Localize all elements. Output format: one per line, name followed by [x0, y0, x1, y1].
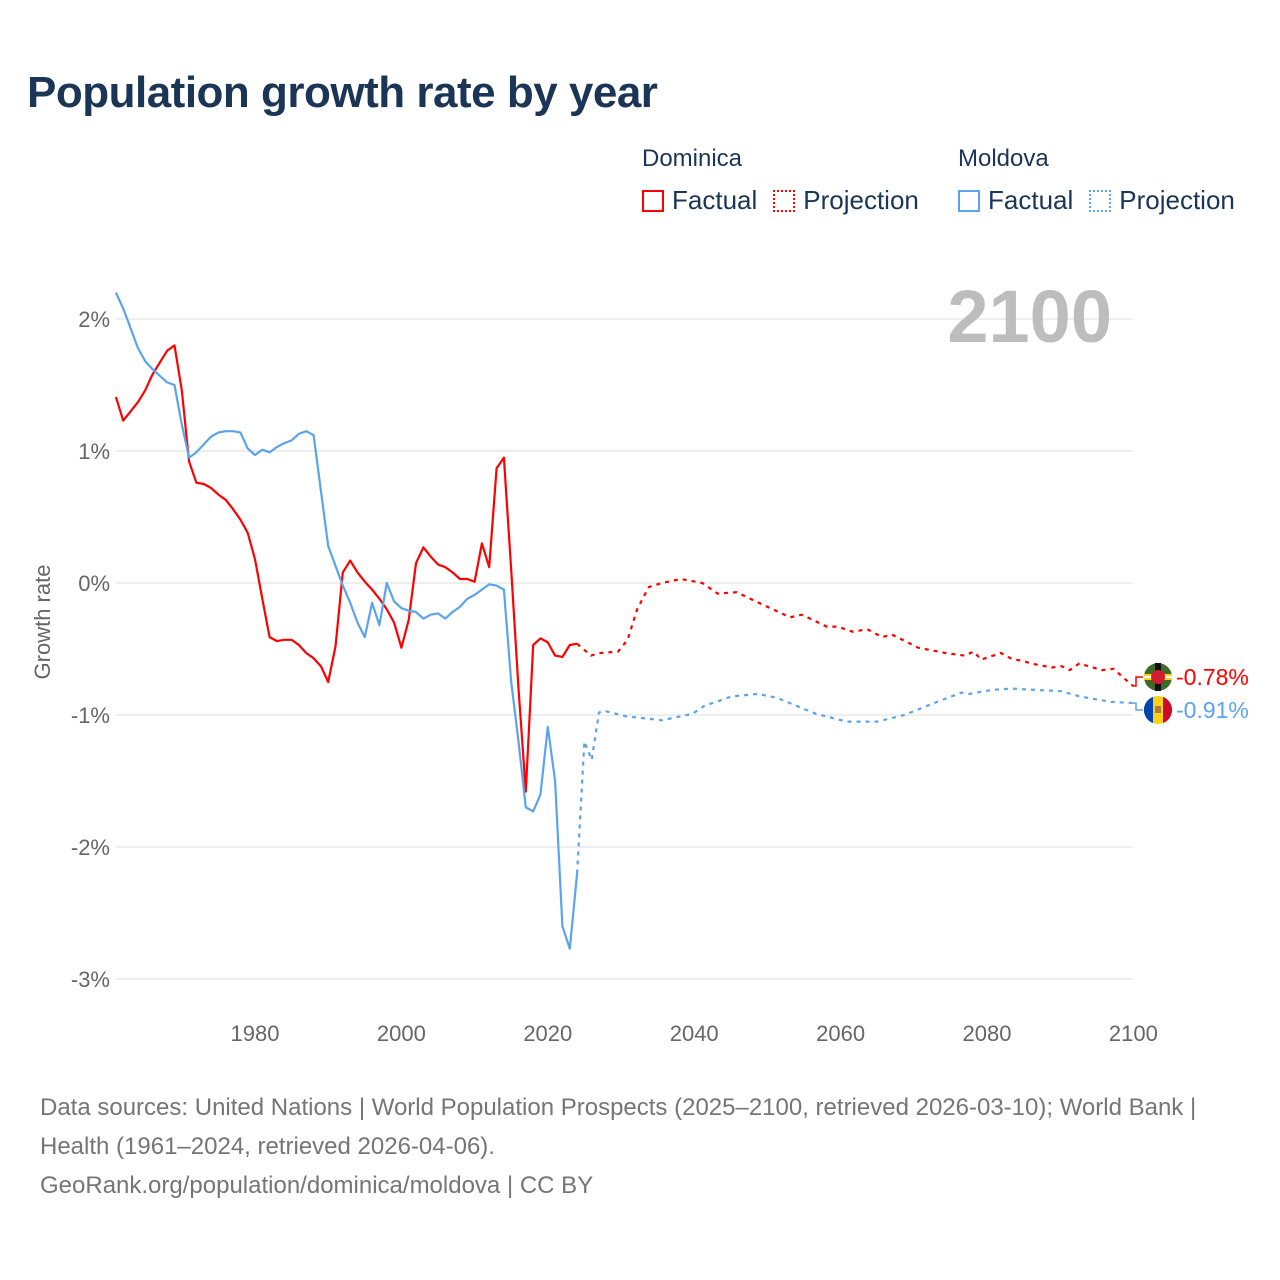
- credit-link[interactable]: GeoRank.org/population/dominica/moldova …: [40, 1172, 594, 1199]
- x-tick-label: 2100: [1109, 1021, 1158, 1046]
- x-tick-label: 2020: [523, 1021, 572, 1046]
- series-line-moldova-factual: [114, 292, 579, 950]
- legend-group-moldova: Moldova Factual Projection: [958, 145, 1251, 216]
- x-tick-label: 2000: [377, 1021, 426, 1046]
- flag-disc: [1151, 670, 1165, 684]
- y-tick-label: 1%: [78, 439, 110, 464]
- series-line-dominica-projection: [576, 577, 1134, 687]
- legend-label: Factual: [672, 185, 758, 215]
- x-tick-label: 2080: [963, 1021, 1012, 1046]
- y-tick-label: 0%: [78, 571, 110, 596]
- y-tick-label: -2%: [71, 835, 110, 860]
- series-line-moldova-projection: [576, 687, 1134, 874]
- solid-swatch-icon: [958, 189, 980, 212]
- legend-label: Projection: [1119, 185, 1235, 215]
- series-line-dominica-factual: [114, 344, 578, 793]
- dominica-flag-icon: [1144, 663, 1172, 691]
- end-connector: [1133, 676, 1143, 687]
- y-tick-label: 2%: [78, 307, 110, 332]
- year-watermark: 2100: [947, 275, 1112, 358]
- chart-plot: 2% 1% 0% -1% -2% -3% 1980 2000 2020 2040 2060 2080 2…: [30, 275, 1249, 1046]
- legend-group-label: Moldova: [958, 145, 1049, 172]
- flag-red: [1163, 696, 1173, 724]
- legend-moldova-factual[interactable]: Factual: [958, 185, 1073, 216]
- flag-emblem: [1155, 706, 1161, 713]
- solid-swatch-icon: [642, 189, 664, 212]
- legend-group-label: Dominica: [642, 145, 743, 172]
- moldova-flag-icon: [1143, 696, 1173, 724]
- x-tick-label: 2060: [816, 1021, 865, 1046]
- end-connector: [1133, 702, 1143, 711]
- legend-label: Projection: [803, 185, 919, 215]
- legend-label: Factual: [988, 185, 1074, 215]
- legend-group-dominica: Dominica Factual Projection: [642, 145, 935, 216]
- y-tick-label: -3%: [71, 967, 110, 992]
- footer: Data sources: United Nations | World Pop…: [40, 1088, 1240, 1205]
- y-axis-label: Growth rate: [30, 565, 55, 680]
- legend-dominica-factual[interactable]: Factual: [642, 185, 757, 216]
- end-value-label: -0.78%: [1176, 664, 1249, 690]
- legend-dominica-projection[interactable]: Projection: [773, 185, 919, 216]
- x-tick-label: 1980: [231, 1021, 280, 1046]
- end-value-label: -0.91%: [1176, 697, 1249, 723]
- y-tick-label: -1%: [71, 703, 110, 728]
- legend-moldova-projection[interactable]: Projection: [1089, 185, 1235, 216]
- x-tick-label: 2040: [670, 1021, 719, 1046]
- flag-blue: [1143, 696, 1153, 724]
- data-sources: Data sources: United Nations | World Pop…: [40, 1094, 1197, 1160]
- dotted-swatch-icon: [773, 189, 796, 212]
- chart-title: Population growth rate by year: [27, 68, 658, 117]
- dotted-swatch-icon: [1089, 189, 1112, 212]
